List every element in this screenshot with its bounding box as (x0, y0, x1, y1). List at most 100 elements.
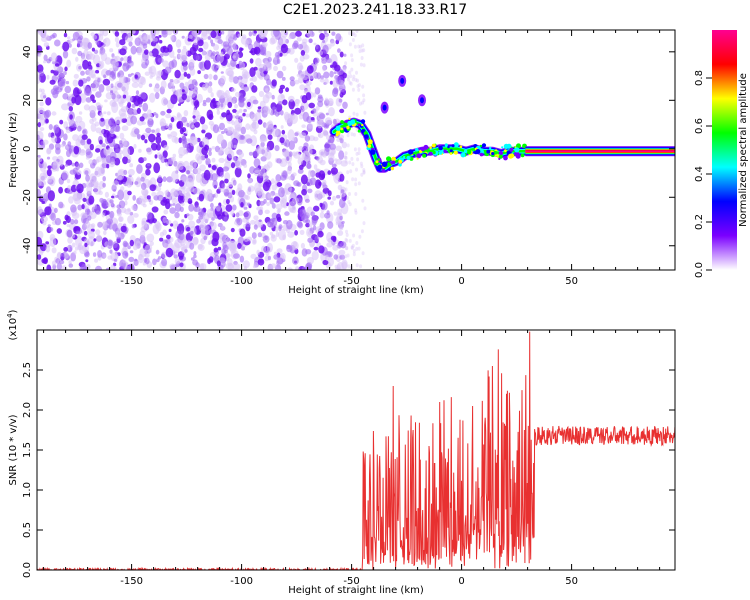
noise-speck (131, 204, 137, 211)
ridge-speck (520, 153, 525, 158)
noise-speck (220, 83, 224, 88)
noise-speck (220, 187, 226, 193)
noise-speck (232, 43, 239, 50)
noise-speck (296, 73, 300, 77)
noise-speck (307, 123, 314, 129)
noise-speck (140, 92, 147, 100)
noise-speck (193, 107, 197, 113)
noise-speck (307, 170, 312, 178)
noise-speck (216, 64, 220, 69)
noise-speck (37, 157, 43, 163)
noise-speck (256, 145, 265, 154)
ridge-speck (414, 151, 417, 154)
noise-speck (243, 206, 248, 210)
noise-speck (279, 137, 285, 144)
noise-speck (314, 57, 320, 64)
noise-speck (115, 125, 121, 132)
noise-speck (216, 133, 224, 145)
noise-speck (263, 74, 270, 81)
noise-speck (360, 56, 364, 60)
noise-speck (41, 200, 45, 204)
noise-speck (348, 192, 351, 196)
noise-speck (148, 133, 156, 143)
noise-speck (360, 48, 364, 53)
noise-speck (186, 122, 190, 128)
noise-speck (313, 205, 320, 212)
noise-speck (226, 126, 232, 133)
noise-speck (146, 195, 151, 200)
noise-speck (106, 163, 110, 169)
ridge-speck (422, 153, 427, 158)
noise-speck (211, 51, 216, 56)
noise-speck (209, 100, 217, 109)
noise-speck (238, 108, 243, 113)
noise-speck (189, 67, 196, 76)
noise-speck (322, 65, 326, 72)
noise-speck (94, 258, 99, 263)
noise-speck (289, 76, 295, 82)
noise-speck (170, 35, 175, 41)
noise-speck (141, 121, 146, 125)
noise-speck (178, 255, 184, 260)
ridge-speck (364, 132, 367, 135)
noise-speck (294, 107, 302, 115)
isolated-blob-core (400, 77, 405, 84)
noise-speck (273, 251, 278, 255)
noise-speck (321, 59, 327, 64)
noise-speck (73, 73, 79, 79)
noise-speck (355, 263, 359, 268)
noise-speck (258, 90, 265, 98)
noise-speck (131, 224, 136, 229)
noise-speck (288, 140, 295, 150)
noise-speck (355, 241, 359, 245)
noise-speck (181, 219, 185, 223)
noise-speck (347, 264, 351, 269)
noise-speck (56, 228, 62, 234)
noise-speck (207, 30, 212, 34)
noise-speck (347, 200, 351, 204)
noise-speck (314, 62, 319, 66)
noise-speck (247, 173, 251, 179)
noise-speck (314, 235, 320, 242)
noise-speck (68, 43, 72, 48)
noise-speck (158, 154, 163, 160)
noise-speck (317, 94, 323, 99)
noise-speck (55, 258, 61, 264)
noise-speck (169, 79, 174, 83)
spectrogram-noise (37, 30, 367, 270)
noise-speck (286, 244, 293, 253)
noise-speck (265, 50, 272, 58)
noise-speck (112, 180, 120, 187)
noise-speck (201, 124, 208, 131)
ridge-speck (516, 143, 521, 149)
noise-speck (185, 191, 191, 197)
noise-speck (118, 216, 124, 223)
noise-speck (37, 236, 43, 247)
noise-speck (330, 40, 335, 47)
noise-speck (133, 259, 139, 266)
noise-speck (173, 78, 180, 85)
noise-speck (104, 57, 112, 65)
noise-speck (300, 100, 309, 111)
noise-speck (181, 135, 187, 143)
noise-speck (310, 117, 315, 121)
noise-speck (71, 96, 76, 104)
noise-speck (144, 58, 150, 66)
noise-speck (65, 80, 70, 85)
noise-speck (362, 221, 366, 226)
noise-speck (73, 145, 80, 155)
noise-speck (181, 116, 188, 123)
noise-speck (64, 85, 72, 94)
noise-speck (322, 44, 329, 54)
noise-speck (211, 238, 219, 247)
noise-speck (250, 253, 257, 260)
noise-speck (115, 148, 121, 154)
noise-speck (312, 108, 317, 114)
noise-speck (186, 73, 191, 79)
noise-speck (297, 168, 304, 174)
noise-speck (221, 112, 227, 118)
noise-speck (251, 232, 257, 239)
noise-speck (201, 49, 207, 56)
noise-speck (362, 169, 366, 174)
noise-speck (362, 63, 366, 68)
